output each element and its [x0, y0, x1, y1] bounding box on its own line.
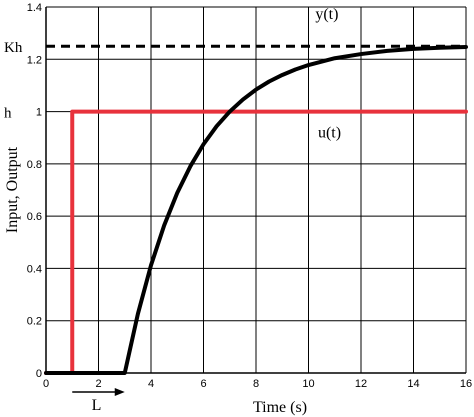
delay-arrowhead — [114, 388, 125, 396]
extra-y-label-kh: Kh — [4, 40, 23, 56]
y-tick-label: 1.2 — [27, 54, 42, 66]
series-line-y-t- — [44, 45, 468, 375]
y-axis-title: Input, Output — [4, 146, 21, 233]
x-tick-label: 0 — [43, 378, 49, 390]
grid-layer — [45, 6, 467, 374]
axis-layer: 0 2 4 6 8 10 12 14 16 0 0.2 0.4 0.6 0.8 1 1.2 1.4 Kh h Time… — [4, 2, 472, 416]
u-t-label: u(t) — [318, 125, 341, 142]
y-tick-label: 0.4 — [27, 263, 42, 275]
x-axis-title: Time (s) — [253, 399, 307, 416]
y-tick-label: 1 — [36, 107, 42, 119]
y-tick-label: 1.4 — [27, 2, 42, 14]
y-tick-label: 0.2 — [27, 316, 42, 328]
x-tick-label: 4 — [148, 378, 154, 390]
y-t-label: y(t) — [315, 6, 338, 23]
x-tick-label: 16 — [460, 378, 472, 390]
extra-y-label-h: h — [4, 106, 12, 122]
annotation-layer: y(t) u(t) L — [72, 6, 341, 414]
y-tick-label: 0 — [36, 368, 42, 380]
x-tick-label: 6 — [200, 378, 206, 390]
x-tick-label: 14 — [407, 378, 419, 390]
x-tick-label: 2 — [95, 378, 101, 390]
x-tick-label: 10 — [302, 378, 314, 390]
x-tick-label: 8 — [253, 378, 259, 390]
delay-label: L — [92, 397, 102, 414]
x-tick-label: 12 — [355, 378, 367, 390]
y-tick-label: 0.6 — [27, 211, 42, 223]
y-tick-label: 0.8 — [27, 159, 42, 171]
